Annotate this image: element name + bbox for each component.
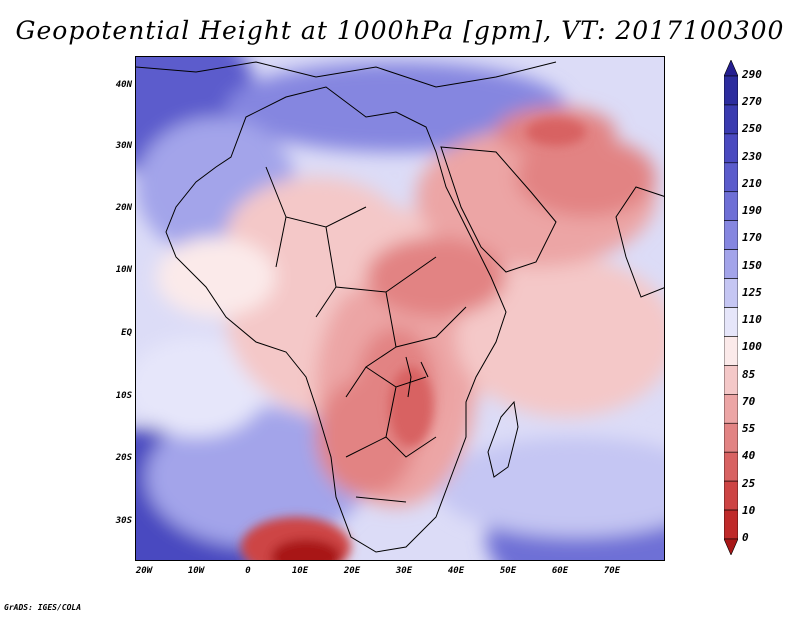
lon-label-10W: 10W bbox=[187, 566, 205, 576]
colorbar-top-arrow bbox=[724, 60, 738, 77]
lon-label-70E: 70E bbox=[603, 566, 621, 576]
colorbar-label: 270 bbox=[742, 95, 762, 109]
colorbar-label: 70 bbox=[742, 394, 756, 408]
deep-low-contours bbox=[241, 118, 586, 560]
lon-label-50E: 50E bbox=[499, 566, 517, 576]
colorbar-label: 110 bbox=[742, 313, 762, 327]
colorbar-swatch bbox=[724, 480, 738, 511]
colorbar-label: 55 bbox=[742, 422, 756, 436]
colorbar-swatch bbox=[724, 191, 738, 221]
footer-credit: GrADS: IGES/COLA bbox=[4, 603, 82, 612]
colorbar-label: 190 bbox=[742, 204, 762, 218]
colorbar-swatch bbox=[724, 220, 738, 250]
colorbar-label: 0 bbox=[742, 531, 749, 544]
contour-fields bbox=[136, 57, 664, 560]
colorbar-label: 150 bbox=[742, 258, 762, 272]
lon-label-20W: 20W bbox=[135, 566, 153, 576]
lat-label-40N: 40N bbox=[115, 80, 132, 90]
colorbar-swatch bbox=[724, 278, 738, 308]
colorbar-swatch bbox=[724, 422, 738, 453]
colorbar-label: 250 bbox=[742, 122, 762, 136]
lon-label-30E: 30E bbox=[395, 566, 413, 576]
colorbar-label: 290 bbox=[742, 68, 762, 81]
map-svg bbox=[136, 57, 664, 560]
lat-label-10S: 10S bbox=[115, 391, 132, 401]
lat-label-eq: EQ bbox=[121, 328, 132, 338]
lon-label-60E: 60E bbox=[551, 566, 569, 576]
colorbar-label: 210 bbox=[742, 176, 762, 190]
colorbar-swatch bbox=[724, 451, 738, 482]
colorbar-swatch bbox=[724, 104, 738, 135]
coastlines bbox=[136, 61, 664, 553]
lon-label-40E: 40E bbox=[447, 566, 465, 576]
colorbar-label: 25 bbox=[742, 476, 756, 490]
colorbar-swatch bbox=[724, 394, 738, 424]
colorbar-label: 85 bbox=[742, 367, 756, 381]
colorbar-swatch bbox=[724, 75, 738, 106]
colorbar-swatch bbox=[724, 509, 738, 540]
lon-label-20E: 20E bbox=[343, 566, 361, 576]
colorbar-swatch bbox=[724, 365, 738, 395]
lat-label-10N: 10N bbox=[115, 265, 132, 275]
lat-label-30N: 30N bbox=[115, 141, 132, 151]
lat-label-30S: 30S bbox=[115, 516, 132, 526]
colorbar-label: 10 bbox=[742, 503, 756, 517]
map-plot-area bbox=[135, 56, 665, 561]
colorbar-swatch bbox=[724, 162, 738, 193]
colorbar-swatch bbox=[724, 133, 738, 164]
colorbar-bottom-arrow bbox=[724, 538, 738, 555]
lat-label-20S: 20S bbox=[115, 453, 132, 463]
colorbar-label: 40 bbox=[742, 449, 756, 463]
lon-label-10E: 10E bbox=[291, 566, 309, 576]
colorbar-label: 170 bbox=[742, 231, 762, 245]
colorbar-swatch bbox=[724, 307, 738, 337]
lat-label-20N: 20N bbox=[115, 203, 132, 213]
colorbar-label: 100 bbox=[742, 340, 762, 354]
map-title: Geopotential Height at 1000hPa [gpm], VT… bbox=[15, 16, 785, 45]
colorbar-swatch bbox=[724, 249, 738, 279]
colorbar-label: 230 bbox=[742, 149, 762, 163]
colorbar bbox=[724, 60, 738, 555]
colorbar-label: 125 bbox=[742, 285, 762, 299]
colorbar-swatch bbox=[724, 336, 738, 366]
lon-label-0: 0 bbox=[245, 566, 251, 576]
